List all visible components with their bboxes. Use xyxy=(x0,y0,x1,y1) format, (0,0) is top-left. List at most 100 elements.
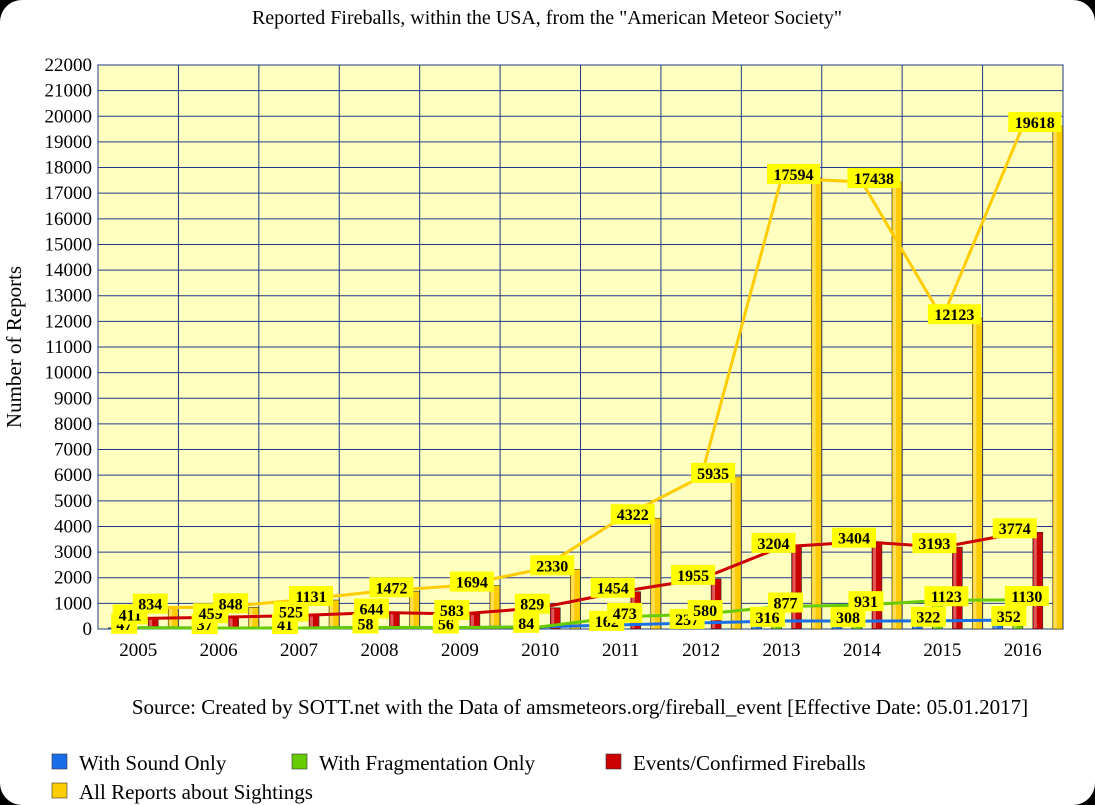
y-tick-label: 9000 xyxy=(54,388,92,409)
y-tick-label: 14000 xyxy=(45,260,93,281)
legend-label: Events/Confirmed Fireballs xyxy=(633,751,866,775)
data-label-bg xyxy=(434,600,470,621)
y-tick-label: 13000 xyxy=(45,286,93,307)
data-label-bg xyxy=(273,601,309,622)
data-label-bg xyxy=(132,593,168,614)
legend-label: With Fragmentation Only xyxy=(319,751,536,775)
data-label-bg xyxy=(768,592,804,613)
y-tick-label: 11000 xyxy=(45,337,92,358)
bar-highlight xyxy=(892,182,896,628)
y-tick-label: 16000 xyxy=(45,209,93,230)
bar xyxy=(650,517,662,630)
data-label-bg xyxy=(751,532,796,553)
data-label-bg xyxy=(912,533,957,554)
y-tick-label: 19000 xyxy=(45,132,93,153)
x-tick-label: 2008 xyxy=(360,640,398,661)
data-label-bg xyxy=(369,577,414,598)
bar-highlight xyxy=(872,542,876,628)
y-tick-label: 5000 xyxy=(54,491,92,512)
x-tick-label: 2014 xyxy=(843,640,882,661)
data-label: 580 xyxy=(693,603,717,620)
bar-highlight xyxy=(410,592,414,628)
data-label: 1454 xyxy=(597,581,629,598)
data-label-bg xyxy=(289,586,334,607)
data-label: 56 xyxy=(438,617,454,634)
data-label: 4322 xyxy=(617,507,649,524)
bar-highlight xyxy=(470,615,474,628)
bar-highlight xyxy=(249,608,253,628)
data-label-bg xyxy=(991,605,1027,626)
data-label: 17438 xyxy=(854,171,894,188)
y-axis-label: Number of Reports xyxy=(2,266,26,428)
data-label: 644 xyxy=(359,601,383,618)
data-label: 1472 xyxy=(375,580,407,597)
legend: With Sound Only With Fragmentation Only Ev… xyxy=(51,751,866,804)
bar-highlight xyxy=(149,619,153,628)
data-label-bg xyxy=(924,586,969,607)
bar-highlight xyxy=(651,519,655,628)
data-label: 1955 xyxy=(677,568,709,585)
data-label: 58 xyxy=(357,617,373,634)
legend-label: With Sound Only xyxy=(79,751,227,775)
data-label-bg xyxy=(530,555,575,576)
data-label-bg xyxy=(610,504,655,525)
bar-highlight xyxy=(571,570,575,628)
bar-highlight xyxy=(1033,533,1037,628)
data-label: 2330 xyxy=(536,558,568,575)
data-label: 308 xyxy=(836,610,860,627)
data-label-bg xyxy=(927,304,981,325)
data-label: 19618 xyxy=(1015,115,1055,132)
data-label: 931 xyxy=(854,594,878,611)
y-tick-label: 7000 xyxy=(54,440,92,461)
y-tick-label: 10000 xyxy=(45,363,93,384)
chart-title: Reported Fireballs, within the USA, from… xyxy=(252,7,842,29)
data-label: 848 xyxy=(219,596,243,613)
legend-swatch xyxy=(51,782,68,799)
y-tick-label: 15000 xyxy=(45,234,93,255)
bar xyxy=(1032,531,1044,630)
data-label: 1694 xyxy=(456,575,488,592)
data-label: 3193 xyxy=(918,536,950,553)
bar xyxy=(730,476,742,630)
y-tick-label: 2000 xyxy=(54,568,92,589)
bar-highlight xyxy=(792,547,796,628)
x-tick-label: 2013 xyxy=(763,640,801,661)
data-label: 3404 xyxy=(838,531,870,548)
x-tick-label: 2009 xyxy=(441,640,479,661)
data-label-bg xyxy=(691,462,736,483)
data-label: 1131 xyxy=(295,589,326,606)
source-note: Source: Created by SOTT.net with the Dat… xyxy=(132,695,1028,719)
data-label: 322 xyxy=(916,610,940,627)
bar xyxy=(489,585,501,630)
data-label-bg xyxy=(687,600,723,621)
data-label-bg xyxy=(513,612,540,633)
bar-highlight xyxy=(732,477,736,628)
x-tick-label: 2007 xyxy=(280,640,318,661)
data-label: 583 xyxy=(440,603,464,620)
bar-highlight xyxy=(973,319,977,628)
data-label: 473 xyxy=(613,606,637,623)
data-label-bg xyxy=(449,571,494,592)
bars xyxy=(107,125,1064,630)
y-tick-label: 17000 xyxy=(45,183,93,204)
bar xyxy=(549,607,561,630)
data-label-bg xyxy=(514,593,550,614)
x-tick-label: 2015 xyxy=(923,640,961,661)
x-tick-label: 2010 xyxy=(521,640,559,661)
data-label-bg xyxy=(1004,586,1049,607)
data-label-bg xyxy=(910,606,946,627)
series-line xyxy=(138,125,1025,610)
data-label: 877 xyxy=(774,596,798,613)
data-label: 17594 xyxy=(774,167,814,184)
bar-highlight xyxy=(551,608,555,628)
legend-label: All Reports about Sightings xyxy=(79,780,313,804)
data-label-bg xyxy=(353,598,389,619)
y-tick-label: 20000 xyxy=(45,106,93,127)
x-axis-ticks: 2005 2006 2007 2008 2009 2010 2011 2012 2013 2014… xyxy=(119,640,1042,661)
legend-swatch xyxy=(605,753,622,770)
y-tick-label: 1000 xyxy=(54,593,92,614)
data-label-bg xyxy=(607,602,643,623)
y-tick-label: 18000 xyxy=(45,158,93,179)
